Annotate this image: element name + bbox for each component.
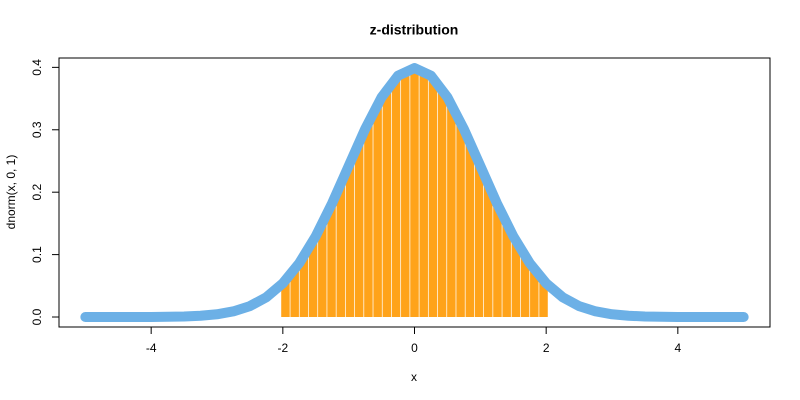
y-tick-label: 0.0 [30,308,44,325]
y-tick-label: 0.4 [30,59,44,76]
y-axis-label: dnorm(x, 0, 1) [4,155,18,230]
chart-title: z-distribution [370,22,459,38]
y-tick-label: 0.3 [30,121,44,138]
x-tick-label: 4 [674,341,681,355]
y-tick-label: 0.1 [30,246,44,263]
x-tick-label: -4 [146,341,157,355]
x-tick-label: 2 [543,341,550,355]
y-tick-label: 0.2 [30,184,44,201]
x-tick-label: -2 [277,341,288,355]
density-curve [80,63,749,323]
x-axis-label: x [411,370,417,384]
x-tick-label: 0 [411,341,418,355]
